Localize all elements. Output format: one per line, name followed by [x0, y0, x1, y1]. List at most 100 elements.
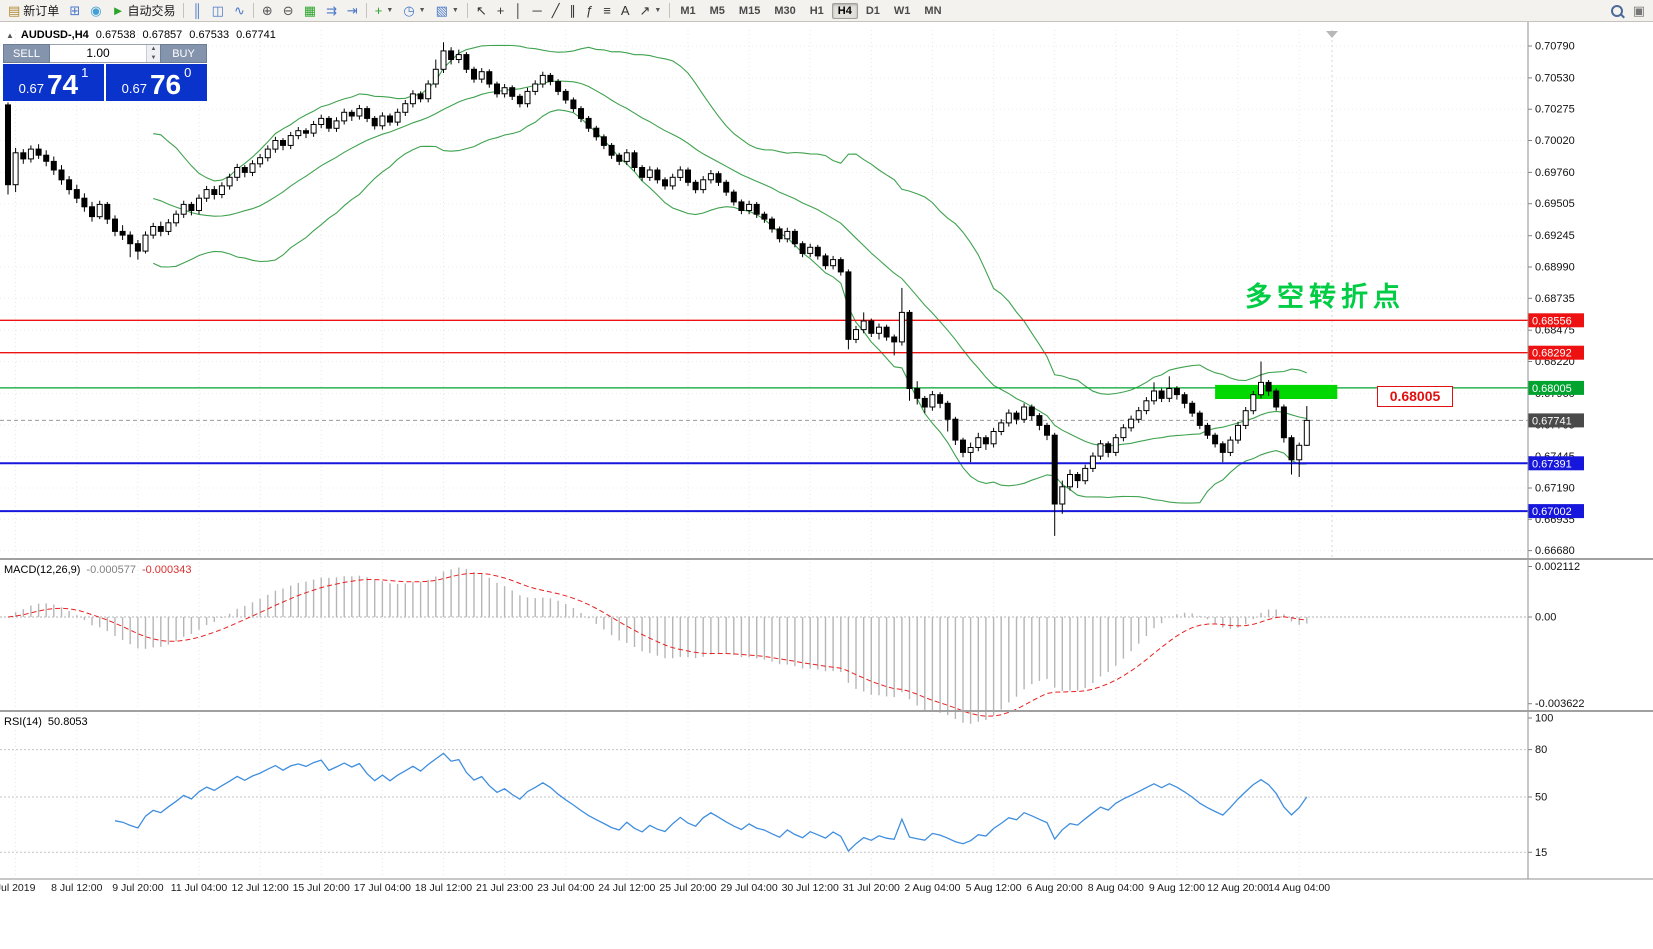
- rsi-scale[interactable]: 100 80 50 15: [1528, 713, 1553, 859]
- window-button[interactable]: ▣: [1628, 0, 1650, 21]
- timeframe-group: M1 M5 M15 M30 H1 H4 D1 W1 MN: [673, 0, 948, 22]
- sell-button[interactable]: SELL: [3, 44, 50, 63]
- macd-scale[interactable]: 0.002112 0.00 -0.003622: [1528, 561, 1585, 710]
- indicators-button[interactable]: + ▼: [370, 0, 399, 21]
- fibonacci-icon: ƒ: [586, 3, 594, 18]
- buy-button[interactable]: BUY: [160, 44, 207, 63]
- chart-shift-marker[interactable]: [1326, 31, 1338, 38]
- fibonacci-button[interactable]: ƒ: [581, 0, 598, 21]
- price-tag: [1528, 504, 1584, 519]
- templates-dropdown-icon[interactable]: ▼: [451, 7, 459, 14]
- rsi-label: RSI(14): [4, 716, 42, 728]
- svg-text:9 Aug 12:00: 9 Aug 12:00: [1149, 882, 1205, 894]
- timeframe-w1-button[interactable]: W1: [893, 4, 911, 17]
- timeframe-m5-button[interactable]: M5: [709, 4, 725, 17]
- svg-text:23 Jul 04:00: 23 Jul 04:00: [537, 882, 594, 894]
- zoom-in-button[interactable]: ⊕: [257, 0, 278, 21]
- cursor-button[interactable]: ↖: [471, 0, 492, 21]
- price-tag: [1528, 345, 1584, 360]
- svg-text:14 Aug 04:00: 14 Aug 04:00: [1268, 882, 1330, 894]
- buy-price-big: 76: [149, 69, 182, 101]
- auto-scroll-button[interactable]: ⇉: [321, 0, 342, 21]
- time-axis[interactable]: Jul 2019 8 Jul 12:00 9 Jul 20:00 11 Jul 04:…: [0, 882, 1330, 894]
- timeframe-h1-button[interactable]: H1: [809, 4, 824, 17]
- sell-price-button[interactable]: 0.67 74 1: [3, 64, 104, 101]
- chart-region: 0.70790 0.70530 0.70275 0.70020 0.69760 0.695…: [0, 22, 1653, 949]
- price-scale[interactable]: 0.70790 0.70530 0.70275 0.70020 0.69760 0.695…: [1528, 41, 1584, 558]
- horizontal-line-button[interactable]: ─: [527, 0, 546, 21]
- volume-up-button[interactable]: ▲: [147, 45, 160, 54]
- timeframe-m15-button[interactable]: M15: [738, 4, 761, 17]
- toolbar-separator: [466, 3, 468, 18]
- timeframe-m30-button[interactable]: M30: [774, 4, 796, 17]
- svg-text:29 Jul 04:00: 29 Jul 04:00: [720, 882, 777, 894]
- templates-button[interactable]: ▧ ▼: [431, 0, 464, 21]
- timeframe-m1-button[interactable]: M1: [680, 4, 696, 17]
- auto-scroll-icon: ⇉: [325, 3, 337, 18]
- indicators-dropdown-icon[interactable]: ▼: [386, 7, 394, 14]
- arrows-dropdown-icon[interactable]: ▼: [654, 7, 662, 14]
- volume-stepper[interactable]: 1.00 ▲ ▼: [50, 44, 160, 63]
- candles-mode-button[interactable]: ◫: [207, 0, 229, 21]
- search-button[interactable]: [1606, 0, 1628, 21]
- svg-text:0.00: 0.00: [1535, 612, 1556, 624]
- new-order-icon: ▤: [8, 3, 21, 18]
- rsi-value: 50.8053: [47, 716, 88, 728]
- new-chart-button[interactable]: ⊞: [64, 0, 85, 21]
- chart-canvas[interactable]: 0.70790 0.70530 0.70275 0.70020 0.69760 0.695…: [0, 22, 1653, 949]
- timeframe-h4-button[interactable]: H4: [831, 2, 858, 19]
- volume-down-button[interactable]: ▼: [147, 53, 160, 62]
- periods-icon: ◷: [403, 3, 415, 18]
- quote-close: 0.67741: [236, 29, 276, 41]
- one-click-toggle-icon[interactable]: ▲: [6, 30, 14, 40]
- zoom-out-button[interactable]: ⊖: [278, 0, 299, 21]
- crosshair-button[interactable]: +: [492, 0, 510, 21]
- equidistant-channel-button[interactable]: ∥: [565, 0, 582, 21]
- candles-mode-icon: ◫: [211, 3, 224, 18]
- indicators-icon: +: [374, 3, 383, 18]
- periods-button[interactable]: ◷ ▼: [398, 0, 430, 21]
- arrows-button[interactable]: ↗ ▼: [635, 0, 667, 21]
- vertical-line-button[interactable]: │: [509, 0, 527, 21]
- volume-value[interactable]: 1.00: [86, 46, 110, 60]
- macd-signal-line: [7, 572, 1307, 717]
- svg-text:11 Jul 04:00: 11 Jul 04:00: [171, 882, 228, 894]
- annotation-text: 多空转折点: [1245, 282, 1405, 312]
- new-order-button[interactable]: ▤ 新订单: [3, 0, 64, 21]
- timeframe-d1-button[interactable]: D1: [865, 4, 880, 17]
- bars-mode-button[interactable]: ║: [187, 0, 206, 21]
- svg-text:50: 50: [1535, 792, 1547, 804]
- tile-windows-button[interactable]: ▦: [299, 0, 321, 21]
- periods-dropdown-icon[interactable]: ▼: [418, 7, 426, 14]
- new-chart-icon: ⊞: [69, 3, 81, 18]
- svg-text:0.70790: 0.70790: [1535, 41, 1575, 53]
- volume-spin: ▲ ▼: [146, 45, 160, 62]
- svg-text:0.67391: 0.67391: [1532, 458, 1572, 470]
- quotes-button[interactable]: ◉: [85, 0, 106, 21]
- equidistant-channel-icon: ∥: [569, 3, 577, 18]
- text-icon: ≡: [603, 3, 611, 18]
- svg-text:30 Jul 12:00: 30 Jul 12:00: [782, 882, 839, 894]
- svg-text:21 Jul 23:00: 21 Jul 23:00: [476, 882, 533, 894]
- chart-shift-button[interactable]: ⇥: [342, 0, 363, 21]
- zoom-out-icon: ⊖: [282, 3, 294, 18]
- buy-price-button[interactable]: 0.67 76 0: [106, 64, 207, 101]
- svg-text:0.68475: 0.68475: [1535, 325, 1575, 337]
- toolbar-separator: [669, 3, 671, 18]
- line-mode-button[interactable]: ∿: [229, 0, 250, 21]
- auto-trading-label: 自动交易: [127, 4, 176, 18]
- trendline-button[interactable]: ╱: [547, 0, 565, 21]
- auto-trading-button[interactable]: ► 自动交易: [107, 0, 181, 21]
- text-label-button[interactable]: A: [616, 0, 635, 21]
- macd-main-value: -0.000577: [86, 564, 136, 576]
- zoom-in-icon: ⊕: [261, 3, 273, 18]
- templates-icon: ▧: [435, 3, 448, 18]
- price-alert-label[interactable]: 0.68005: [1377, 386, 1453, 407]
- timeframe-mn-button[interactable]: MN: [924, 4, 942, 17]
- price-tag: [1528, 380, 1584, 395]
- horizontal-line-icon: ─: [532, 3, 542, 18]
- price-tag: [1528, 413, 1584, 428]
- svg-text:9 Jul 20:00: 9 Jul 20:00: [112, 882, 164, 894]
- text-button[interactable]: ≡: [598, 0, 616, 21]
- svg-text:0.002112: 0.002112: [1535, 561, 1580, 573]
